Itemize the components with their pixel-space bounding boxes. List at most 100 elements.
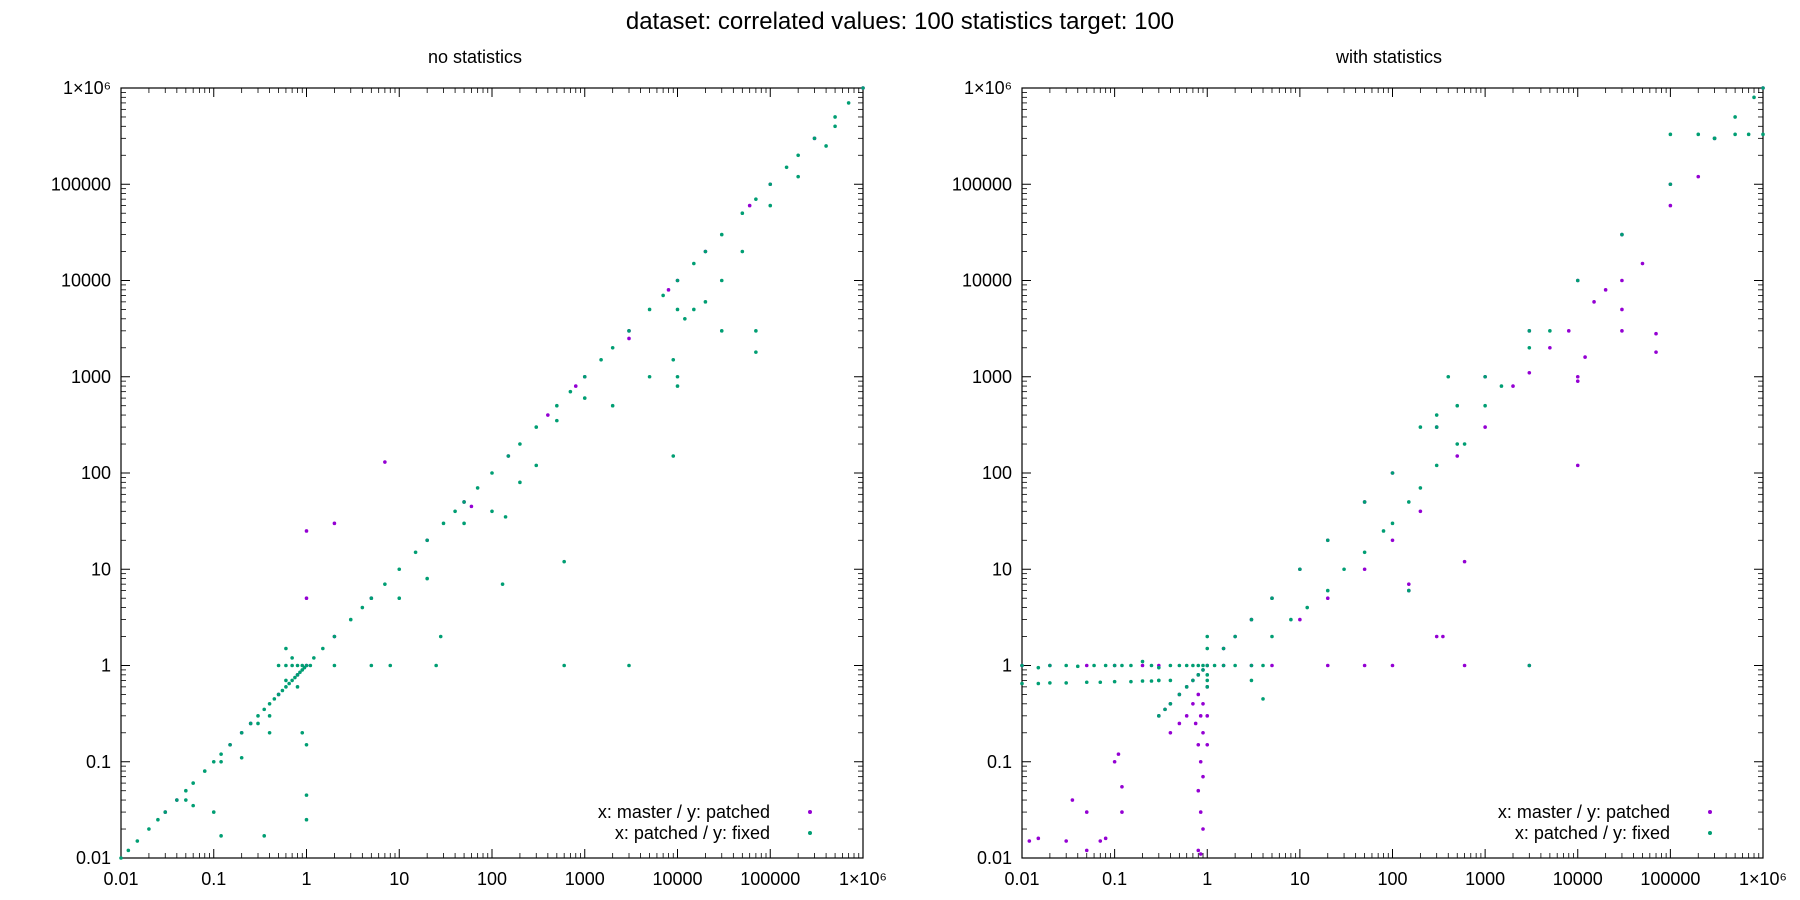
data-point	[462, 500, 466, 504]
x-tick-label: 1	[301, 869, 311, 889]
data-point	[1620, 278, 1624, 283]
data-point	[1566, 329, 1571, 333]
data-point	[191, 781, 195, 785]
data-point	[1098, 680, 1103, 685]
data-point	[1298, 617, 1302, 622]
data-point	[610, 345, 615, 350]
data-point	[300, 663, 305, 668]
data-point	[1434, 634, 1439, 639]
data-point	[1654, 350, 1658, 354]
data-point	[1752, 95, 1756, 100]
series-1	[119, 86, 865, 860]
data-point	[211, 810, 216, 814]
data-point	[262, 707, 267, 712]
data-point	[1064, 663, 1068, 668]
x-tick-label: 0.1	[201, 869, 226, 889]
data-point	[284, 678, 288, 683]
data-point	[1157, 714, 1161, 718]
data-point	[861, 86, 865, 90]
data-point	[300, 730, 305, 735]
data-point	[1620, 232, 1624, 237]
data-point	[647, 307, 652, 312]
data-point	[555, 403, 559, 408]
data-point	[1434, 413, 1439, 417]
data-point	[1575, 278, 1580, 283]
data-point	[1221, 646, 1226, 651]
data-point	[1362, 663, 1367, 668]
data-point	[332, 663, 337, 668]
data-point	[304, 529, 309, 533]
data-point	[754, 329, 758, 333]
data-point	[1462, 442, 1467, 446]
data-point	[740, 249, 745, 254]
data-point	[1177, 721, 1182, 726]
data-point	[1575, 374, 1580, 379]
x-tick-label: 100000	[740, 869, 800, 889]
data-point	[1184, 663, 1189, 668]
data-point	[1212, 663, 1217, 668]
data-point	[1418, 486, 1423, 490]
data-point	[1064, 839, 1068, 843]
data-point	[1120, 663, 1124, 668]
data-point	[284, 646, 288, 651]
data-point	[754, 350, 758, 354]
y-tick-label: 0.01	[977, 848, 1012, 868]
data-point	[1129, 679, 1133, 684]
data-point	[369, 596, 374, 601]
data-point	[796, 174, 800, 179]
data-point	[1129, 663, 1133, 668]
data-point	[1483, 425, 1487, 429]
data-point	[703, 249, 708, 254]
data-point	[692, 261, 696, 266]
legend-label: x: master / y: patched	[1498, 802, 1670, 822]
y-tick-label: 100000	[51, 174, 111, 194]
data-point	[295, 685, 300, 689]
data-point	[683, 317, 687, 321]
data-point	[1527, 345, 1532, 350]
data-point	[555, 418, 559, 423]
data-point	[1696, 132, 1701, 137]
data-point	[1205, 663, 1210, 668]
data-point	[300, 668, 305, 672]
data-point	[1205, 634, 1210, 639]
data-point	[1205, 685, 1210, 689]
y-tick-label: 1×10⁶	[63, 78, 111, 98]
data-point	[1193, 721, 1198, 726]
data-point	[1196, 692, 1201, 697]
data-point	[1205, 743, 1210, 747]
data-point	[1120, 784, 1124, 789]
y-tick-label: 0.01	[76, 848, 111, 868]
data-point	[1455, 442, 1460, 446]
data-point	[304, 817, 309, 822]
data-point	[582, 374, 587, 379]
data-point	[1362, 567, 1367, 572]
data-point	[1084, 663, 1089, 668]
data-point	[703, 300, 708, 304]
data-point	[256, 714, 260, 718]
y-tick-label: 1×10⁶	[964, 78, 1012, 98]
x-tick-label: 100	[1377, 869, 1407, 889]
data-point	[1116, 752, 1121, 756]
data-point	[413, 550, 418, 555]
data-point	[675, 278, 680, 283]
data-point	[1592, 300, 1596, 304]
data-point	[1483, 374, 1487, 379]
legend-label: x: patched / y: fixed	[615, 823, 770, 843]
data-point	[1696, 174, 1701, 179]
data-point	[1305, 605, 1310, 610]
data-point	[1362, 550, 1367, 555]
data-point	[262, 834, 267, 838]
data-point	[1342, 567, 1346, 572]
data-point	[503, 515, 508, 519]
data-point	[1140, 659, 1145, 664]
y-tick-label: 0.1	[987, 752, 1012, 772]
data-point	[272, 697, 277, 701]
y-tick-label: 1	[101, 656, 111, 676]
data-point	[1221, 663, 1226, 668]
data-point	[1084, 848, 1089, 853]
data-point	[1418, 509, 1423, 514]
data-point	[568, 389, 573, 394]
data-point	[360, 605, 365, 610]
x-tick-label: 10000	[1553, 869, 1603, 889]
y-tick-label: 100000	[952, 174, 1012, 194]
